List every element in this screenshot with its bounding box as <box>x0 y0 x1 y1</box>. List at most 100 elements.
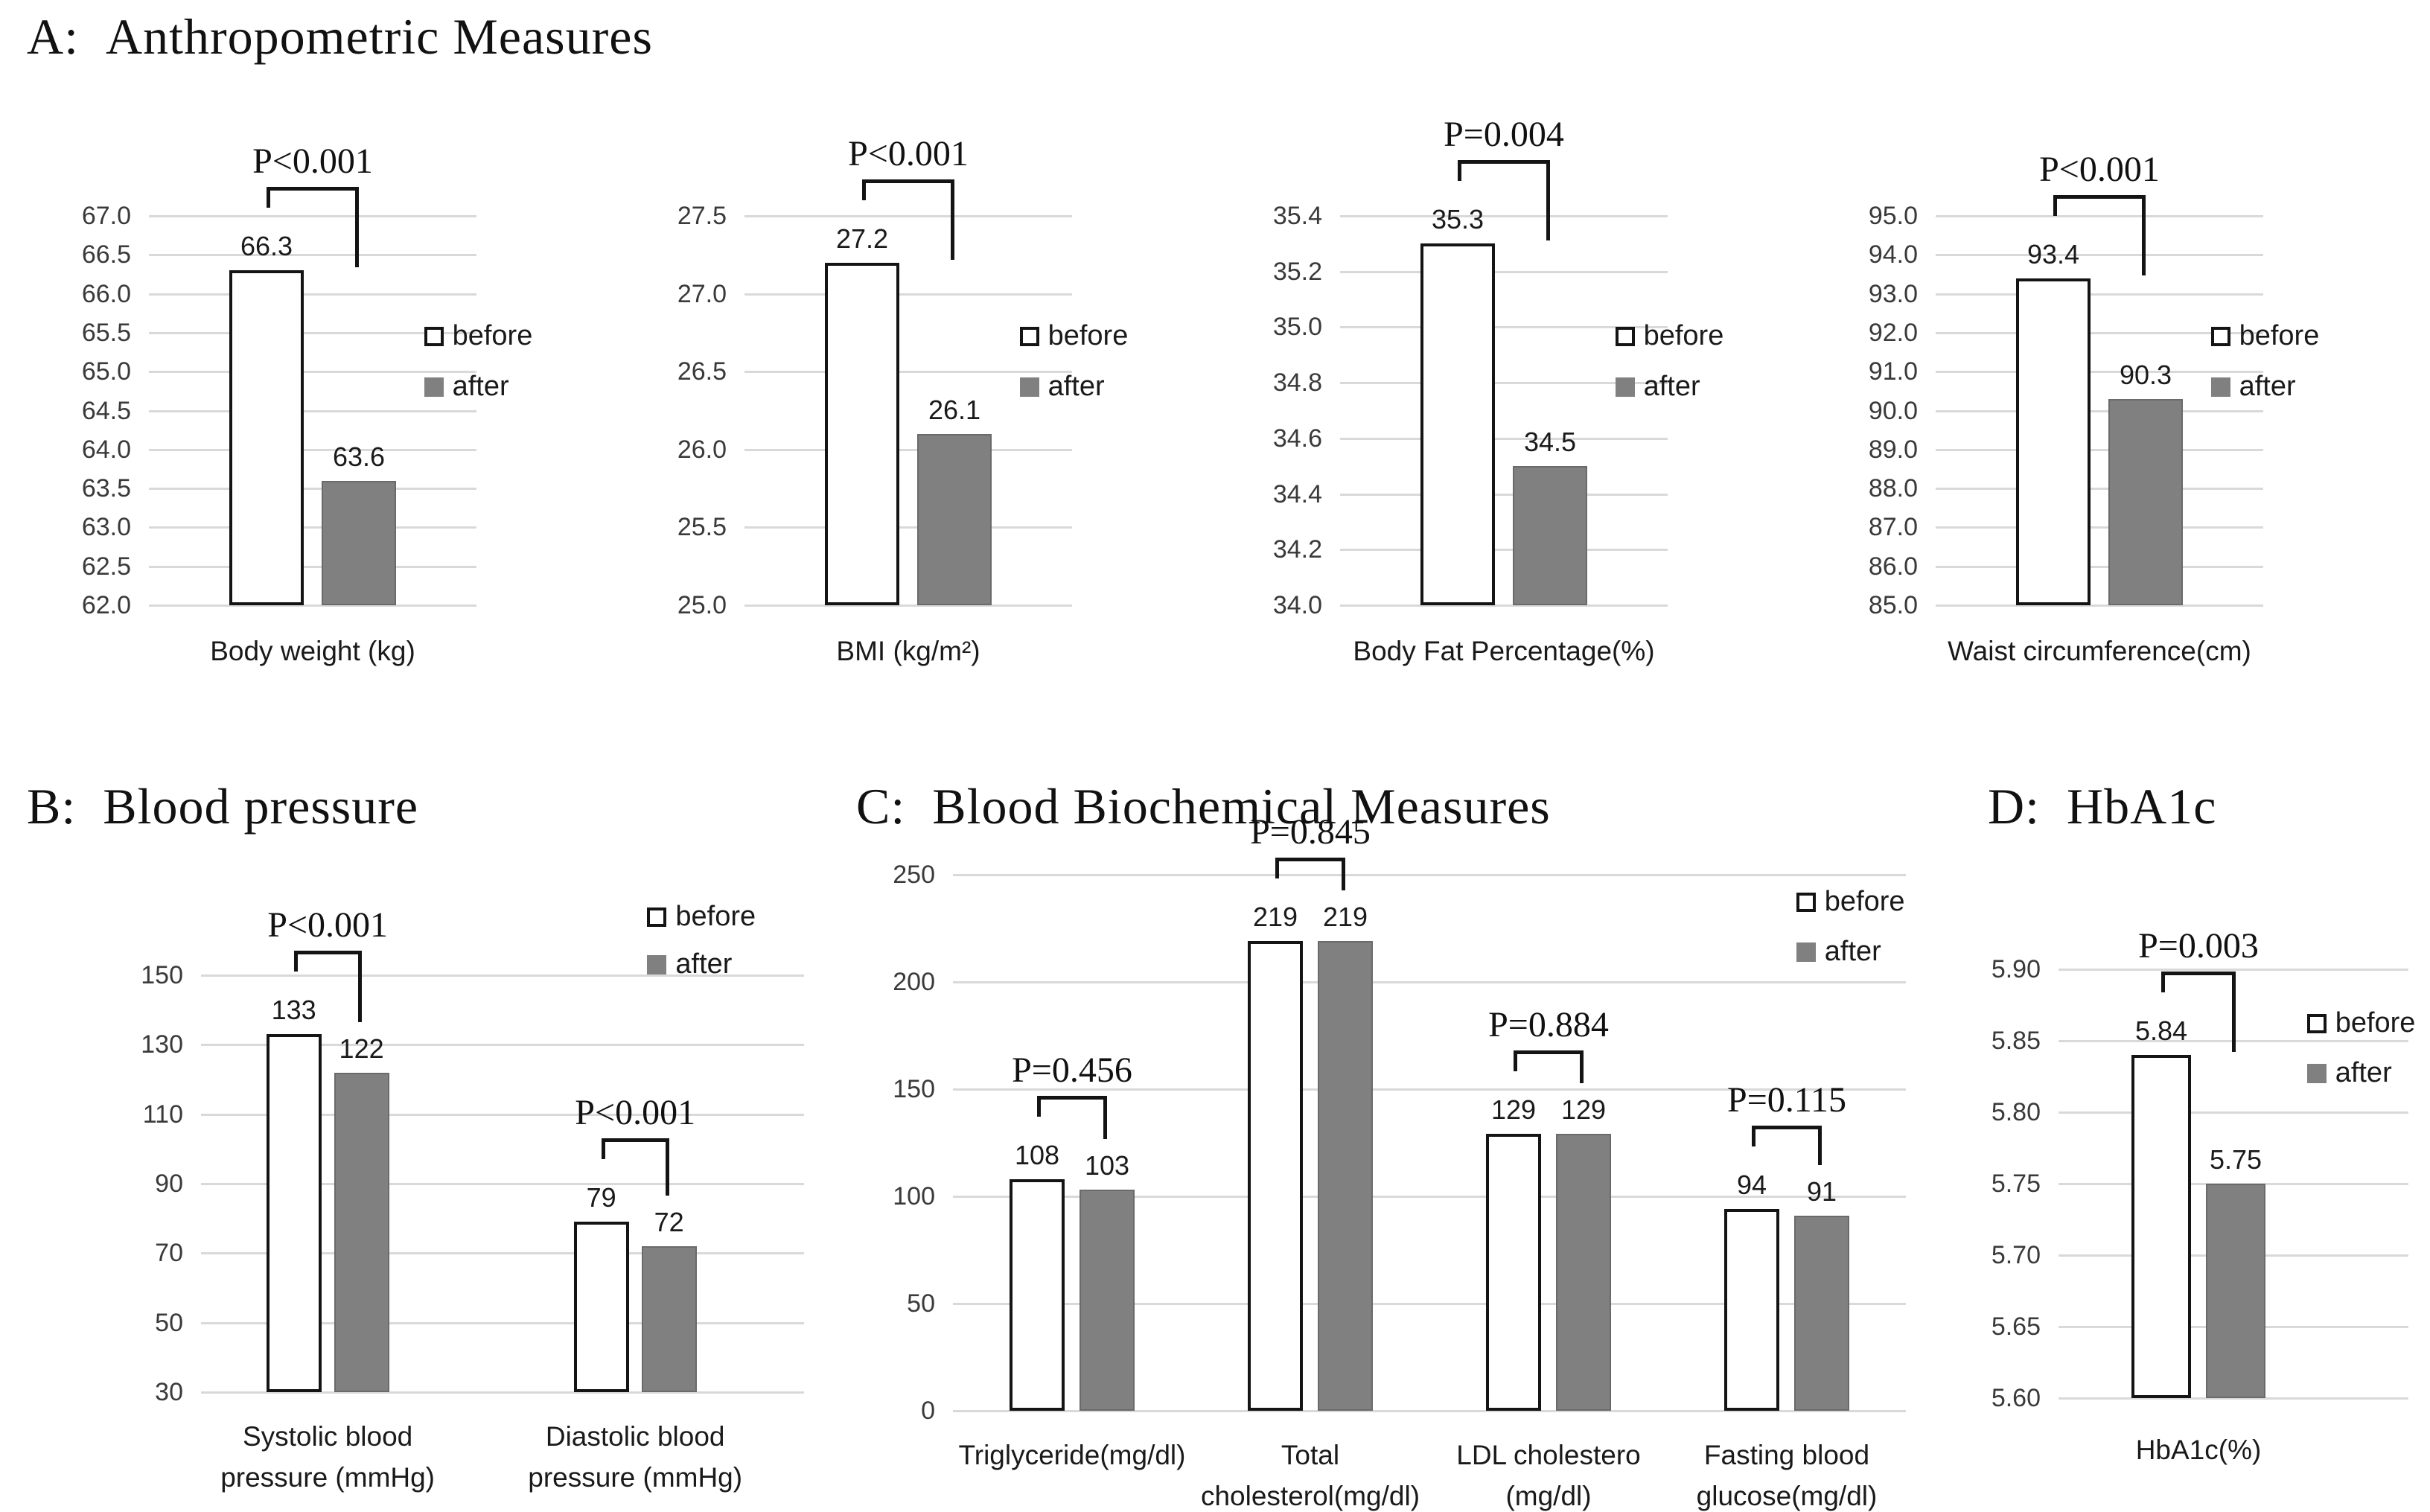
x-axis-label: BMI (kg/m²) <box>744 631 1072 672</box>
legend-item-after: after <box>2210 371 2296 403</box>
gridline <box>2059 969 2408 971</box>
gridline <box>1936 565 2263 568</box>
significance-bracket <box>1103 1095 1107 1140</box>
gridline <box>201 1183 804 1185</box>
significance-bracket <box>2161 972 2165 993</box>
y-tick-label: 110 <box>142 1100 183 1129</box>
p-value-label: P=0.845 <box>1250 812 1371 852</box>
y-tick-label: 66.0 <box>81 279 131 308</box>
value-label-after: 103 <box>1084 1150 1130 1181</box>
value-label-before: 79 <box>586 1182 616 1213</box>
p-value-label: P=0.456 <box>1012 1050 1132 1090</box>
y-tick-label: 35.2 <box>1272 257 1322 286</box>
legend-label-after: after <box>2335 1057 2392 1088</box>
x-axis-label-line: glucose(mg/dl) <box>1696 1481 1878 1511</box>
panel-b-title: B: Blood pressure <box>27 777 418 836</box>
panel-a-prefix: A: <box>27 8 79 65</box>
legend-marker-after <box>1615 377 1635 397</box>
y-tick-label: 93.0 <box>1868 279 1918 308</box>
plot-area: 95.0 94.0 93.0 92.0 91.0 90.0 89.0 88.0 87.0 86.0… <box>1869 150 2320 666</box>
panel-b-title-text: Blood pressure <box>103 778 419 835</box>
legend-marker-before <box>2210 326 2230 346</box>
value-label-after: 26.1 <box>928 394 981 425</box>
gridline <box>1936 488 2263 491</box>
significance-bracket <box>1752 1126 1755 1147</box>
legend-label-before: before <box>1643 320 1724 351</box>
y-tick-label: 100 <box>893 1182 935 1210</box>
value-label-before: 129 <box>1490 1094 1537 1126</box>
x-axis-label-line: LDL cholestero <box>1456 1440 1641 1470</box>
chart-blood-biochemical: 250 200 150 100 50 0 108 103 P=0.456 Triglyceride… <box>871 774 1921 1511</box>
y-tick-label: 62.0 <box>81 591 131 619</box>
y-tick-label: 0 <box>921 1397 935 1425</box>
gridline <box>201 1252 804 1255</box>
gridline <box>1936 371 2263 374</box>
x-axis-label-line: cholesterol(mg/dl) <box>1200 1481 1420 1511</box>
gridline <box>201 1044 804 1047</box>
legend-item-before: before <box>424 320 533 352</box>
y-tick-label: 26.5 <box>677 357 727 386</box>
gridline <box>149 488 476 491</box>
gridline <box>149 254 476 257</box>
y-tick-label: 85.0 <box>1868 591 1918 619</box>
legend-item-after: after <box>1796 936 1881 968</box>
panel-c-title-text: Blood Biochemical Measures <box>932 778 1551 835</box>
y-tick-label: 30 <box>155 1378 183 1406</box>
gridline <box>149 293 476 296</box>
chart-body-weight: 67.0 66.5 66.0 65.5 65.0 64.5 64.0 63.5 63.0 62.5… <box>52 112 633 759</box>
gridline <box>1936 448 2263 451</box>
gridline <box>744 293 1072 296</box>
gridline <box>1936 605 2263 607</box>
y-tick-label: 86.0 <box>1868 552 1918 581</box>
value-label-after: 129 <box>1560 1094 1607 1126</box>
bar-after <box>917 433 992 605</box>
gridline <box>953 981 1906 983</box>
legend-marker-after <box>2306 1063 2327 1083</box>
significance-bracket <box>293 951 298 972</box>
y-tick-label: 66.5 <box>81 240 131 269</box>
significance-bracket <box>951 179 954 260</box>
panel-d-title: D: HbA1c <box>1988 777 2216 836</box>
plot-area: 35.4 35.2 35.0 34.8 34.6 34.4 34.2 34.0 35.3 34.5… <box>1273 115 1724 666</box>
significance-bracket <box>1514 1050 1584 1055</box>
legend-item-before: before <box>1796 886 1905 918</box>
significance-bracket <box>1752 1126 1822 1130</box>
gridline <box>744 371 1072 374</box>
y-tick-label: 35.4 <box>1272 202 1322 230</box>
x-axis-label-line: Fasting blood <box>1703 1440 1870 1470</box>
gridline <box>2059 1111 2408 1114</box>
gridline <box>953 1410 1906 1412</box>
significance-bracket <box>357 951 362 1022</box>
chart-bmi: 27.5 27.0 26.5 26.0 25.5 25.0 27.2 26.1 P<0.001 B… <box>648 112 1228 759</box>
legend-label-after: after <box>1824 936 1881 967</box>
significance-bracket <box>1458 160 1461 182</box>
y-tick-label: 34.4 <box>1272 479 1322 508</box>
panel-a-title-text: Anthropometric Measures <box>106 8 653 65</box>
x-axis-label: Waist circumference(cm) <box>1936 631 2263 672</box>
legend-label-after: after <box>675 948 733 980</box>
bar-after <box>334 1072 389 1392</box>
y-tick-label: 63.5 <box>81 474 131 503</box>
legend-item-before: before <box>1615 320 1724 352</box>
gridline <box>1936 293 2263 296</box>
legend-label-before: before <box>2239 320 2320 351</box>
significance-bracket <box>2161 972 2236 976</box>
gridline <box>1936 254 2263 257</box>
p-value-label: P=0.004 <box>1444 115 1564 155</box>
legend-label-before: before <box>452 320 533 351</box>
gridline <box>953 1303 1906 1305</box>
x-axis-label: Fasting blood glucose(mg/dl) <box>1578 1435 1995 1512</box>
p-value-label: P<0.001 <box>252 141 373 182</box>
chart-hba1c: 5.90 5.85 5.80 5.75 5.70 5.65 5.60 5.84 5.75 P=0.… <box>1951 774 2427 1511</box>
y-tick-label: 92.0 <box>1868 318 1918 347</box>
y-tick-label: 34.2 <box>1272 535 1322 564</box>
value-label-before: 35.3 <box>1431 204 1485 235</box>
legend-item-before: before <box>2210 320 2320 352</box>
gridline <box>201 974 804 977</box>
legend-label-after: after <box>452 371 509 402</box>
gridline <box>149 526 476 529</box>
x-axis-label-line: BMI (kg/m²) <box>836 636 980 666</box>
y-tick-label: 25.5 <box>677 513 727 542</box>
y-tick-label: 64.0 <box>81 435 131 464</box>
